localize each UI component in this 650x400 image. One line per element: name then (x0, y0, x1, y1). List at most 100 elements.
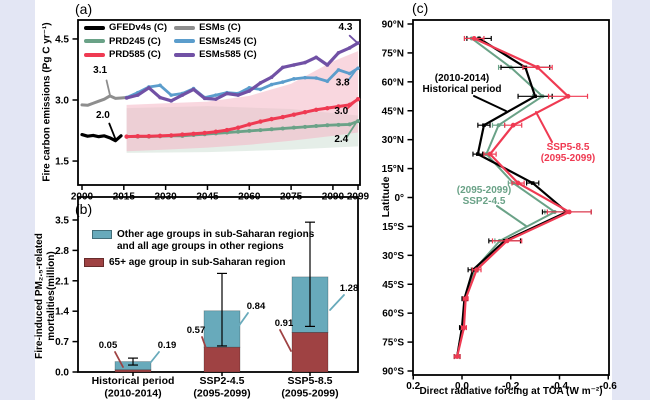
svg-text:(2095-2099): (2095-2099) (193, 388, 250, 400)
svg-text:SSP2-4.5: SSP2-4.5 (200, 375, 245, 387)
65plus-age-group-swatch (84, 258, 104, 267)
prd585-swatch (84, 52, 105, 57)
legend-item-other-age-groups: Other age groups in sub-Saharan regions … (92, 229, 314, 252)
svg-text:SSP5-8.5: SSP5-8.5 (288, 375, 333, 387)
panel-b-y-axis-title-line1: Fire-induced PM₂.₅-related (34, 233, 45, 359)
svg-text:75°S: 75°S (382, 338, 404, 349)
bar-65plus-age-group (203, 346, 241, 373)
svg-text:15°S: 15°S (382, 222, 404, 233)
legend-label-line2: and all age groups in other regions (117, 240, 284, 252)
svg-text:3.5: 3.5 (55, 215, 69, 226)
legend-label: PRD245 (C) (109, 35, 161, 47)
svg-text:3.1: 3.1 (93, 65, 107, 76)
series-prd585-c- (124, 96, 361, 139)
svg-text:Historical period: Historical period (92, 375, 175, 387)
svg-text:4.5: 4.5 (55, 34, 69, 45)
bar-65plus-age-group (114, 369, 152, 373)
panel-b-y-axis-title: Fire-induced PM₂.₅-related mortalities(m… (34, 233, 58, 359)
legend-label: ESMs245 (C) (199, 35, 257, 47)
panel-c-label: (c) (412, 0, 429, 16)
legend-label: 65+ age group in sub-Saharan region (109, 257, 286, 268)
svg-text:(2095-2099): (2095-2099) (457, 185, 511, 196)
prd245-swatch (84, 39, 105, 44)
legend-item-65plus-age-group: 65+ age group in sub-Saharan region (84, 257, 314, 269)
panel-b-label: (b) (75, 201, 93, 217)
svg-text:30°N: 30°N (382, 135, 404, 146)
series-gfedv4s-c- (80, 132, 123, 143)
legend-item-esms585: ESMs585 (C) (174, 48, 257, 62)
svg-text:0.84: 0.84 (247, 301, 266, 312)
panel-b-value-labels: 0.05 0.19 0.57 0.84 0.91 1.28 (99, 283, 359, 368)
svg-text:0.0: 0.0 (455, 381, 469, 392)
panel-c-y-axis-title: Latitude (380, 176, 392, 218)
panel-b-category-labels: Historical period(2010-2014)SSP2-4.5(209… (92, 375, 339, 400)
panel-c-axis-ticks: 90°N 75°N 60°N 45°N 30°N 15°N 0° 15°S 30°S 45°S 60… (382, 20, 618, 393)
panel-c-plot: 90°N 75°N 60°N 45°N 30°N 15°N 0° 15°S 30°S 45°S 60… (382, 19, 618, 393)
esms245-swatch (174, 39, 196, 44)
panel-a-frame (77, 19, 361, 186)
svg-text:30°S: 30°S (382, 251, 404, 262)
esms-swatch (174, 25, 196, 30)
svg-text:(2095-2099): (2095-2099) (541, 153, 595, 164)
legend-label: GFEDv4s (C) (109, 22, 168, 34)
svg-text:SSP5-8.5: SSP5-8.5 (547, 142, 590, 153)
svg-text:1.5: 1.5 (55, 157, 69, 168)
panel-c-annotations: (2010-2014)Historical periodSSP5-8.5(209… (423, 73, 595, 227)
svg-text:3.0: 3.0 (55, 96, 69, 107)
panel-b-plot: 0.0 0.7 1.4 2.1 2.8 3.5 0.05 0.19 0.57 0.84 0.91 1.… (55, 196, 359, 400)
svg-text:0.2: 0.2 (406, 381, 420, 392)
legend-label: ESMs585 (C) (199, 49, 257, 61)
svg-text:2.0: 2.0 (96, 110, 110, 121)
other-age-groups-swatch (92, 230, 112, 239)
legend-label: ESMs (C) (199, 22, 241, 34)
panel-b-axis-ticks: 0.0 0.7 1.4 2.1 2.8 3.5 (55, 215, 311, 379)
svg-text:3.0: 3.0 (334, 106, 348, 117)
svg-text:60°N: 60°N (382, 77, 404, 88)
legend-item-gfedv4s: GFEDv4s (C) (84, 21, 167, 35)
legend-label: PRD585 (C) (109, 49, 161, 61)
legend-label-line1: Other age groups in sub-Saharan regions (117, 229, 315, 240)
svg-text:SSP2-4.5: SSP2-4.5 (463, 196, 506, 207)
panel-a-legend-column-2: ESMs (C) ESMs245 (C) ESMs585 (C) (174, 21, 257, 62)
svg-text:(2010-2014): (2010-2014) (435, 73, 489, 84)
svg-text:0.0: 0.0 (55, 368, 69, 379)
svg-text:0.05: 0.05 (99, 340, 118, 351)
panel-a-annotations: 3.1 2.0 4.3 3.8 3.0 2.4 (93, 22, 358, 145)
panel-a-label: (a) (75, 1, 93, 17)
svg-text:45°N: 45°N (382, 106, 404, 117)
legend-item-esms: ESMs (C) (174, 21, 257, 35)
svg-text:45°S: 45°S (382, 280, 404, 291)
svg-text:(2010-2014): (2010-2014) (104, 388, 161, 400)
legend-item-esms245: ESMs245 (C) (174, 35, 257, 49)
svg-text:1.4: 1.4 (55, 307, 69, 318)
svg-text:0.7: 0.7 (55, 337, 69, 348)
svg-text:-0.4: -0.4 (551, 381, 569, 392)
series-ssp5-8-5-2095-2099- (453, 35, 592, 360)
svg-text:15°N: 15°N (382, 164, 404, 175)
legend-item-prd245: PRD245 (C) (84, 35, 167, 49)
panel-a-legend: GFEDv4s (C) PRD245 (C) PRD585 (C) ESMs (… (84, 21, 257, 62)
gfedv4s-swatch (84, 25, 105, 30)
svg-text:60°S: 60°S (382, 309, 404, 320)
svg-text:Historical period: Historical period (423, 84, 502, 95)
svg-text:1.28: 1.28 (340, 283, 359, 294)
svg-text:-0.6: -0.6 (600, 381, 618, 392)
panel-a-y-axis-title: Fire carbon emissions (Pg C yr⁻¹) (41, 22, 53, 182)
legend-item-prd585: PRD585 (C) (84, 48, 167, 62)
panel-b-legend: Other age groups in sub-Saharan regions … (84, 229, 314, 274)
svg-text:90°N: 90°N (382, 20, 404, 31)
svg-text:0.57: 0.57 (187, 325, 206, 336)
svg-text:75°N: 75°N (382, 48, 404, 59)
esms585-swatch (174, 52, 196, 57)
svg-text:2.1: 2.1 (55, 276, 69, 287)
svg-text:2.4: 2.4 (334, 134, 348, 145)
svg-text:(2095-2099): (2095-2099) (281, 388, 338, 400)
svg-text:0.91: 0.91 (275, 318, 294, 329)
legend-label: Other age groups in sub-Saharan regions … (117, 229, 314, 252)
panel-b-bars (114, 221, 329, 373)
svg-text:0°: 0° (394, 193, 404, 204)
svg-text:90°S: 90°S (382, 367, 404, 378)
svg-text:0.19: 0.19 (158, 340, 177, 351)
